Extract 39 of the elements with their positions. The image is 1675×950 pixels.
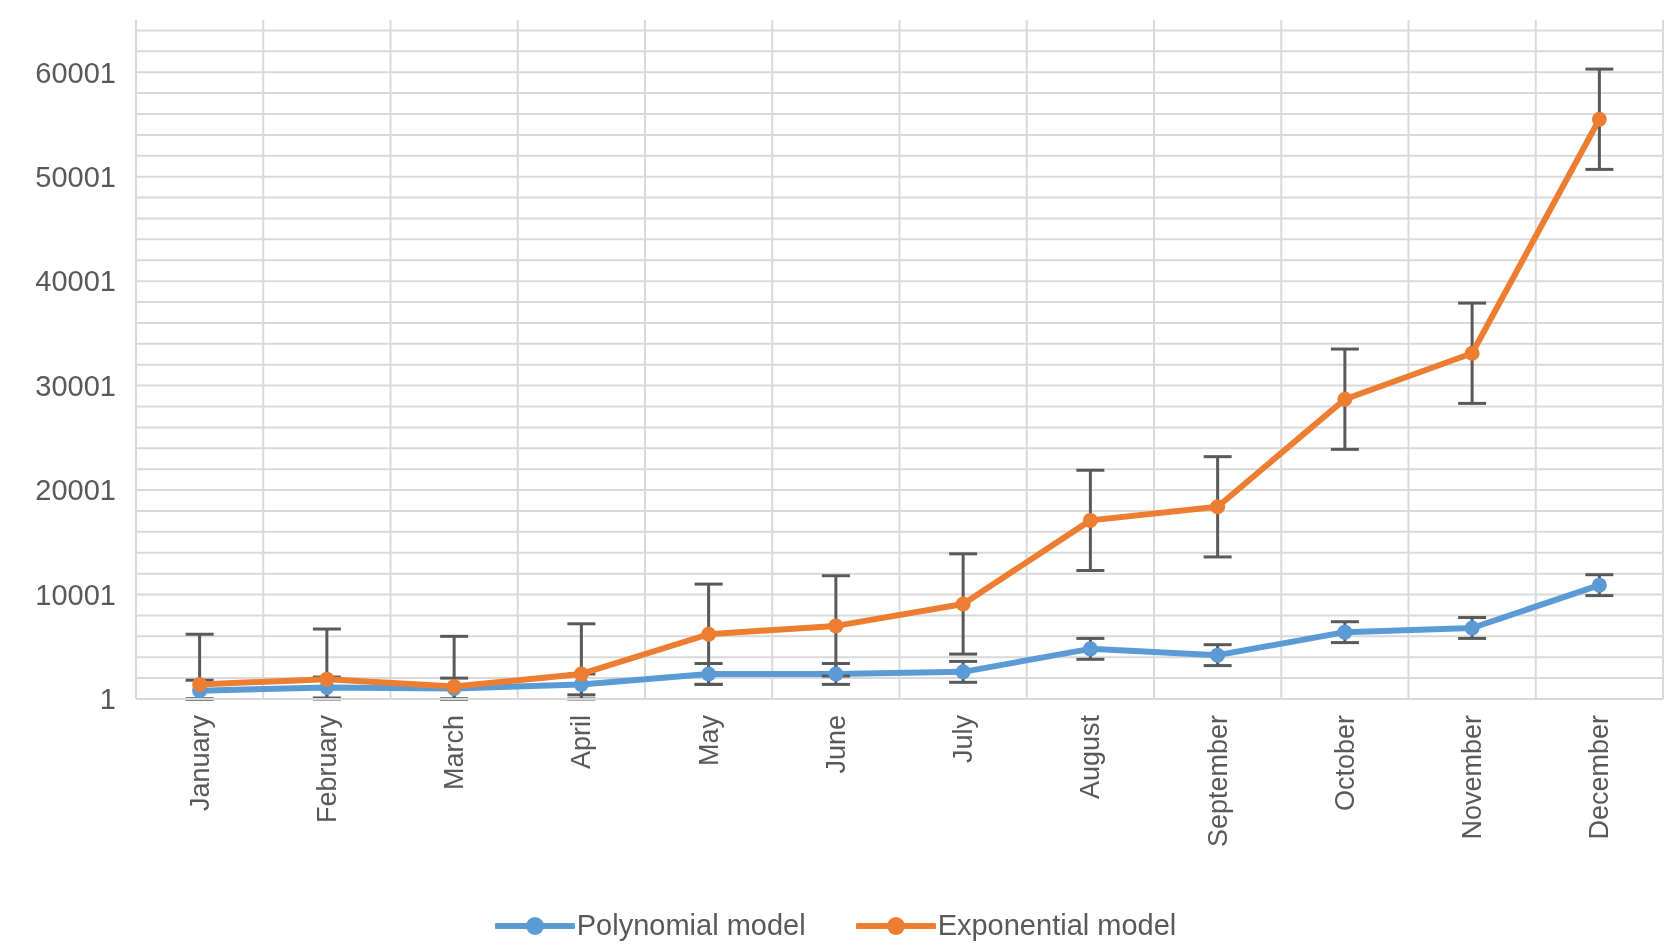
- point: [1210, 647, 1226, 663]
- point: [1464, 345, 1480, 361]
- x-tick-label: January: [184, 714, 215, 812]
- x-tick-label: June: [820, 715, 851, 774]
- point: [955, 664, 971, 680]
- point: [1591, 111, 1607, 127]
- legend-label: Exponential model: [937, 909, 1177, 942]
- y-tick-label: 10001: [35, 578, 116, 611]
- y-tick-label: 20001: [35, 474, 116, 507]
- point: [1210, 499, 1226, 515]
- y-tick-label: 50001: [35, 160, 116, 193]
- point: [1337, 624, 1353, 640]
- point: [1337, 391, 1353, 407]
- point: [573, 666, 589, 682]
- x-tick-label: July: [948, 714, 979, 764]
- x-tick-label: March: [439, 715, 470, 791]
- y-tick-label: 40001: [35, 265, 116, 298]
- x-tick-label: February: [311, 714, 342, 824]
- x-tick-label: December: [1584, 714, 1615, 840]
- point: [701, 626, 717, 642]
- x-tick-label: October: [1329, 715, 1360, 812]
- point: [955, 596, 971, 612]
- point: [1082, 512, 1098, 528]
- x-tick-label: November: [1457, 714, 1488, 840]
- y-tick-label: 60001: [35, 56, 116, 89]
- x-tick-label: August: [1075, 714, 1106, 800]
- legend-label: Polynomial model: [576, 909, 806, 942]
- point: [1464, 620, 1480, 636]
- x-tick-label: April: [566, 715, 597, 770]
- point: [828, 666, 844, 682]
- point: [1591, 577, 1607, 593]
- point: [319, 671, 335, 687]
- y-tick-label: 30001: [35, 369, 116, 402]
- point: [192, 676, 208, 692]
- point: [1082, 641, 1098, 657]
- x-tick-label: May: [693, 714, 724, 767]
- y-tick-label: 1: [99, 683, 116, 716]
- x-tick-label: September: [1202, 715, 1233, 848]
- point: [828, 618, 844, 634]
